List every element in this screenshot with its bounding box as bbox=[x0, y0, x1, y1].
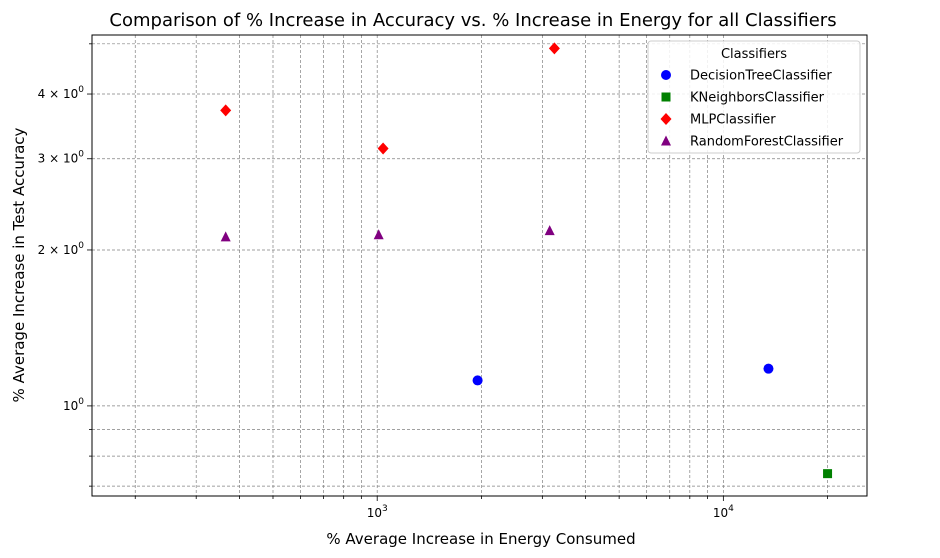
legend-label: KNeighborsClassifier bbox=[690, 91, 825, 106]
legend-label: RandomForestClassifier bbox=[690, 135, 844, 150]
legend-label: MLPClassifier bbox=[690, 113, 776, 128]
data-point bbox=[377, 142, 389, 155]
y-tick-label: 100 bbox=[63, 397, 84, 413]
y-tick-label: 3 × 100 bbox=[38, 150, 85, 166]
data-points bbox=[220, 42, 833, 479]
legend-marker bbox=[661, 135, 671, 146]
data-point bbox=[548, 42, 560, 55]
legend-marker bbox=[661, 92, 671, 102]
legend-title: Classifiers bbox=[721, 47, 787, 62]
x-tick-label: 103 bbox=[367, 504, 388, 520]
data-point bbox=[373, 229, 384, 240]
data-point bbox=[544, 225, 555, 236]
legend-marker bbox=[660, 113, 672, 125]
y-tick-label: 2 × 100 bbox=[38, 241, 85, 257]
y-axis-label: % Average Increase in Test Accuracy bbox=[10, 127, 28, 402]
data-point bbox=[472, 375, 483, 386]
data-point bbox=[220, 231, 231, 242]
axis-ticks: 103 104 100 2 × 100 3 × 100 4 × 100 bbox=[38, 43, 828, 520]
plot-frame bbox=[91, 34, 868, 497]
chart-title: Comparison of % Increase in Accuracy vs.… bbox=[109, 10, 836, 31]
x-tick-label: 104 bbox=[713, 504, 734, 520]
legend-box bbox=[647, 40, 861, 154]
data-point bbox=[823, 469, 833, 479]
data-point bbox=[220, 104, 232, 117]
legend-marker bbox=[661, 70, 671, 80]
y-tick-label: 4 × 100 bbox=[38, 85, 85, 101]
legend-label: DecisionTreeClassifier bbox=[690, 69, 832, 84]
legend: Classifiers DecisionTreeClassifier KNeigh… bbox=[647, 40, 861, 154]
x-axis-label: % Average Increase in Energy Consumed bbox=[326, 530, 635, 548]
data-point bbox=[763, 363, 774, 374]
